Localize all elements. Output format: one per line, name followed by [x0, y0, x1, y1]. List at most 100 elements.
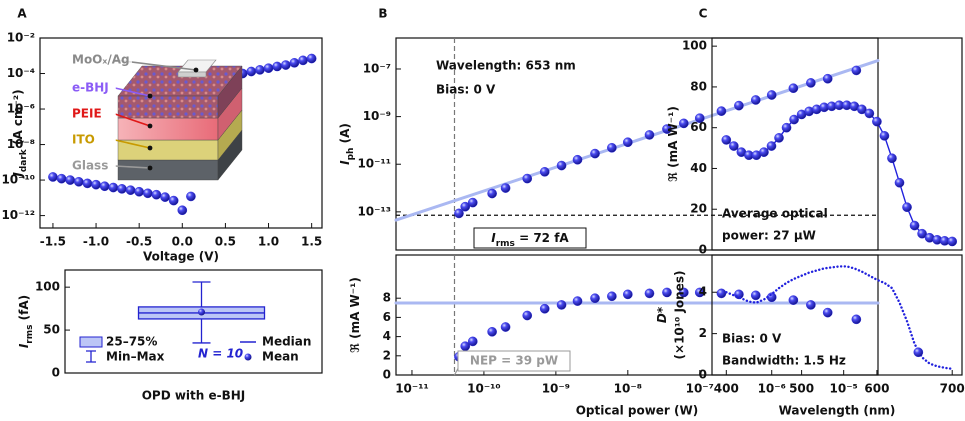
- plot-frame: [395, 254, 879, 376]
- data-point: [766, 141, 777, 151]
- x-axis-label: Optical power (W): [576, 404, 699, 418]
- y-axis-label-part: ph: [346, 148, 356, 161]
- y-axis-label: ℜ (mA W⁻¹): [666, 106, 680, 182]
- annotation: Average optical: [722, 207, 828, 221]
- inset-label: ITO: [72, 133, 95, 147]
- y-axis-label-part: rms: [25, 325, 35, 344]
- y-tick-label: 20: [690, 202, 707, 216]
- data-point: [306, 53, 317, 64]
- inset-label-bg: [70, 51, 132, 69]
- data-point: [774, 133, 784, 143]
- inset-pointer: [114, 139, 151, 149]
- panel-label: C: [699, 7, 708, 21]
- y-tick-label: 0: [699, 243, 707, 257]
- y-axis-label-part: I: [338, 160, 352, 165]
- plot-frame: [711, 254, 963, 376]
- annotation: power: 27 μW: [722, 229, 816, 243]
- data-point: [913, 347, 924, 358]
- legend-label: Mean: [262, 350, 299, 364]
- y-axis-label-part: D*: [655, 306, 669, 323]
- data-point: [460, 201, 471, 212]
- inset-label-bg: [70, 131, 116, 149]
- data-point: [879, 131, 890, 141]
- data-point: [716, 288, 727, 299]
- data-point: [806, 78, 816, 88]
- y-tick-label: 10⁻⁹: [363, 109, 391, 123]
- data-point: [607, 291, 617, 302]
- data-point: [716, 106, 727, 116]
- plot-frame: [711, 37, 963, 251]
- annotation: Wavelength: 653 nm: [436, 59, 576, 73]
- data-point: [539, 167, 550, 177]
- plot-frame: [64, 269, 323, 374]
- data-point: [539, 303, 550, 314]
- data-point: [644, 288, 655, 299]
- inset-label-bg: [70, 79, 116, 97]
- data-point: [168, 195, 179, 206]
- x-tick-label: 400: [714, 382, 739, 396]
- data-point: [788, 295, 799, 305]
- inset-pointer: [114, 113, 151, 127]
- x-axis-label: OPD with e-BHJ: [142, 389, 246, 403]
- x-axis-label: Wavelength (nm): [779, 404, 896, 418]
- y-tick-label: 6: [383, 310, 391, 324]
- data-point: [623, 289, 633, 300]
- y-axis-label: (×10¹⁰ Jones): [673, 271, 687, 360]
- data-point: [781, 122, 792, 133]
- data-point: [134, 186, 144, 197]
- data-point: [280, 60, 291, 70]
- data-point: [91, 179, 101, 190]
- data-point: [750, 290, 761, 301]
- panel-label: A: [17, 7, 27, 21]
- data-point: [572, 296, 583, 306]
- y-tick-label: 60: [690, 120, 707, 134]
- x-tick-label: 10⁻⁷: [686, 382, 714, 396]
- data-point: [734, 100, 744, 111]
- data-point: [467, 336, 478, 347]
- data-point: [607, 142, 617, 153]
- x-tick-label: 1.0: [258, 235, 279, 249]
- inset-label: e-BHJ: [72, 81, 109, 95]
- data-point: [662, 287, 672, 298]
- mean-point: [198, 308, 205, 316]
- x-tick-label: 10⁻¹¹: [395, 382, 429, 396]
- data-point: [500, 183, 511, 193]
- data-point: [694, 113, 705, 123]
- data-point: [851, 314, 862, 325]
- y-tick-label: 10⁻¹³: [357, 204, 391, 218]
- data-point: [82, 178, 93, 189]
- data-point: [789, 114, 799, 125]
- legend-label: 25–75%: [106, 335, 157, 349]
- inset-layer: [177, 71, 207, 78]
- y-tick-label: 10⁻¹⁰: [1, 173, 35, 187]
- legend-swatch: [244, 353, 252, 361]
- data-point: [142, 188, 153, 199]
- y-tick-label: 10⁻⁴: [7, 66, 35, 80]
- data-point: [857, 104, 867, 115]
- data-point: [788, 83, 799, 93]
- data-point: [272, 61, 282, 72]
- data-point: [864, 108, 875, 119]
- data-point: [679, 118, 689, 129]
- annotation: Bias: 0 V: [436, 83, 496, 97]
- y-tick-label: 80: [690, 79, 707, 93]
- y-tick-label: 10⁻¹²: [1, 208, 35, 222]
- x-tick-label: -1.5: [40, 235, 66, 249]
- data-point: [590, 293, 600, 304]
- data-point: [487, 188, 497, 199]
- data-point: [522, 310, 533, 321]
- data-point: [151, 189, 162, 200]
- data-point: [623, 137, 633, 148]
- inset-pointer-dot: [193, 67, 199, 73]
- y-axis-label-part: (A): [338, 123, 352, 147]
- data-point: [947, 236, 958, 247]
- inset-layer: [117, 159, 219, 181]
- y-tick-label: 10⁻¹¹: [357, 157, 391, 171]
- x-tick-label: -0.5: [126, 235, 152, 249]
- label-box: [473, 227, 587, 249]
- data-point: [766, 90, 777, 100]
- inset-layer: [117, 95, 219, 119]
- x-tick-label: 1.5: [301, 235, 322, 249]
- y-tick-label: 0: [383, 368, 391, 382]
